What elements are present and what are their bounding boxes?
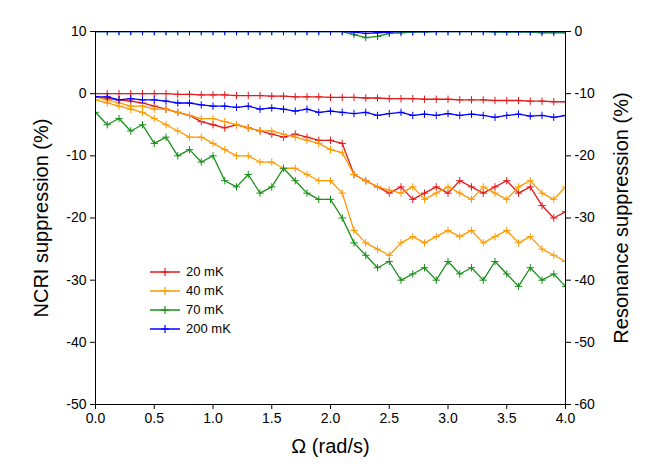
svg-text:3.5: 3.5 [497,410,517,426]
html-text:70 mK: 70 mK [186,302,224,317]
svg-text:10: 10 [71,23,87,39]
html-text:20 mK: 20 mK [186,264,224,279]
svg-text:-20: -20 [66,209,86,225]
html-text:40 mK: 40 mK [186,283,224,298]
svg-text:-40: -40 [66,334,86,350]
svg-text:2.0: 2.0 [321,410,341,426]
svg-text:0.0: 0.0 [86,410,106,426]
svg-text:-20: -20 [575,147,595,163]
svg-text:-50: -50 [66,396,86,412]
svg-text:Resonance suppression (%): Resonance suppression (%) [610,92,632,343]
svg-text:4.0: 4.0 [556,410,576,426]
svg-text:-40: -40 [575,272,595,288]
svg-text:Ω (rad/s): Ω (rad/s) [291,435,369,457]
svg-text:-30: -30 [66,272,86,288]
svg-text:1.5: 1.5 [262,410,282,426]
svg-text:3.0: 3.0 [438,410,458,426]
svg-text:-10: -10 [575,85,595,101]
svg-text:0: 0 [79,85,87,101]
svg-text:0.5: 0.5 [145,410,165,426]
svg-text:NCRI suppression (%): NCRI suppression (%) [30,119,52,318]
svg-text:1.0: 1.0 [203,410,223,426]
svg-text:0: 0 [575,23,583,39]
svg-text:-30: -30 [575,209,595,225]
svg-text:-60: -60 [575,396,595,412]
svg-text:2.5: 2.5 [380,410,400,426]
svg-text:-50: -50 [575,334,595,350]
svg-text:-10: -10 [66,147,86,163]
html-text:200 mK: 200 mK [186,321,231,336]
